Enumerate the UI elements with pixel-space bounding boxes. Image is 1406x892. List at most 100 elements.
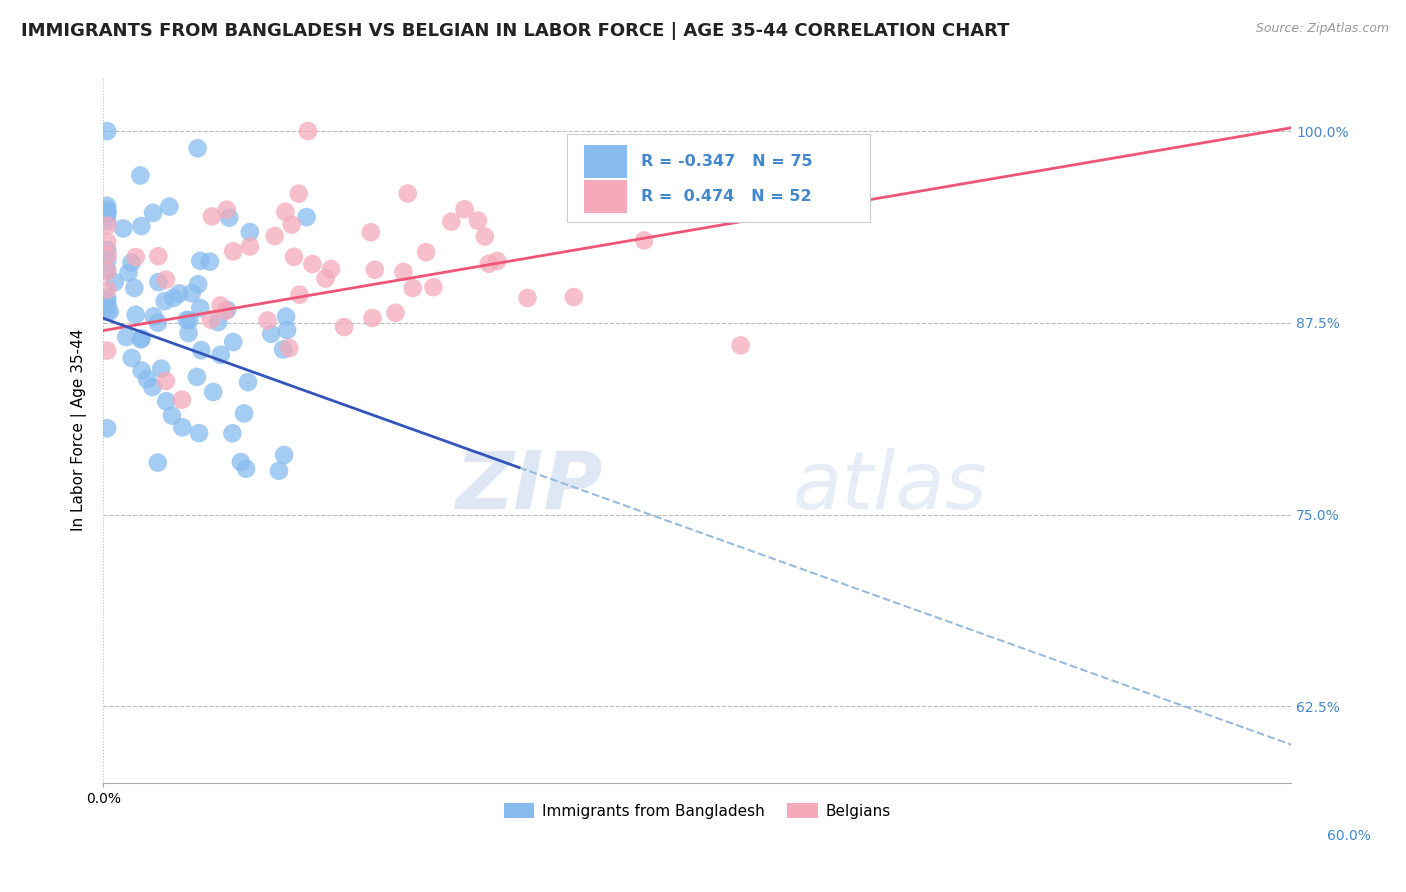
Point [422,280,444,294]
Point [96,205,118,219]
Point [180,286,202,301]
Point [136,372,159,386]
Point [361,310,384,325]
Point [467,213,489,227]
Point [146,316,169,330]
Point [96,199,118,213]
Point [96,421,118,435]
Point [273,448,295,462]
Point [131,363,153,377]
Point [315,271,337,285]
Point [141,380,163,394]
Text: ZIP: ZIP [456,448,602,525]
Text: Source: ZipAtlas.com: Source: ZipAtlas.com [1256,22,1389,36]
Point [129,169,152,183]
Point [177,326,200,340]
Point [453,202,475,217]
Point [179,313,201,327]
Point [392,265,415,279]
Point [222,244,245,259]
Point [146,456,169,470]
Point [125,250,148,264]
Point [153,294,176,309]
Point [222,335,245,350]
Point [190,343,212,358]
Point [288,287,311,301]
Point [187,277,209,292]
Point [96,214,118,228]
Point [115,330,138,344]
Point [96,243,118,257]
Point [112,221,135,235]
Point [104,275,127,289]
Point [162,291,184,305]
Point [415,245,437,260]
Point [396,186,419,201]
Point [96,294,118,309]
Point [124,281,146,295]
Point [187,141,209,155]
Point [155,273,177,287]
Point [263,229,285,244]
Point [207,315,229,329]
Point [188,301,211,315]
Point [239,239,262,253]
Point [160,409,183,423]
Point [633,234,655,248]
Point [169,286,191,301]
Point [645,194,668,209]
Point [215,304,238,318]
Point [274,204,297,219]
Text: R = -0.347   N = 75: R = -0.347 N = 75 [641,154,813,169]
Point [96,219,118,233]
Legend: Immigrants from Bangladesh, Belgians: Immigrants from Bangladesh, Belgians [498,797,897,825]
Point [96,304,118,318]
Point [96,343,118,358]
Point [98,304,121,318]
Point [201,210,224,224]
Point [278,341,301,355]
Point [96,291,118,305]
Text: 60.0%: 60.0% [1327,829,1371,843]
Point [256,313,278,327]
Point [198,254,221,268]
Point [148,249,170,263]
Point [233,406,256,420]
Point [148,275,170,289]
Point [97,248,120,262]
Text: IMMIGRANTS FROM BANGLADESH VS BELGIAN IN LABOR FORCE | AGE 35-44 CORRELATION CHA: IMMIGRANTS FROM BANGLADESH VS BELGIAN IN… [21,22,1010,40]
Point [200,312,222,326]
Point [170,392,193,407]
Point [260,326,283,341]
Point [96,202,118,217]
Point [96,207,118,221]
FancyBboxPatch shape [567,134,869,222]
Text: R =  0.474   N = 52: R = 0.474 N = 52 [641,189,813,204]
Point [188,426,211,441]
Point [700,170,723,185]
Point [236,375,259,389]
Point [209,348,232,362]
Point [440,214,463,228]
Point [125,308,148,322]
Point [295,210,318,224]
Point [283,250,305,264]
Point [516,291,538,305]
Point [96,298,118,312]
Point [96,206,118,220]
Point [364,262,387,277]
Point [730,338,752,352]
Point [129,219,152,233]
Point [172,420,194,434]
Point [301,257,323,271]
Point [176,313,198,327]
Point [360,225,382,239]
Point [239,225,262,239]
Point [478,257,501,271]
Y-axis label: In Labor Force | Age 35-44: In Labor Force | Age 35-44 [72,329,87,532]
Point [186,370,208,384]
Point [142,310,165,324]
FancyBboxPatch shape [585,180,627,213]
Point [267,464,290,478]
Point [221,426,243,441]
